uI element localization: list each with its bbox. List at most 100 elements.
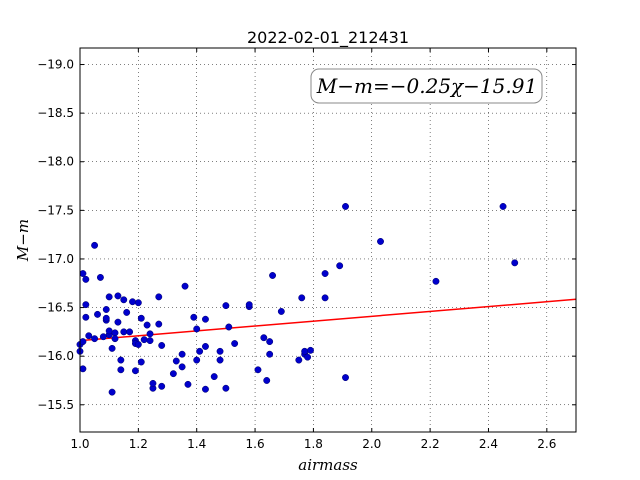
y-tick-label: −17.5 bbox=[37, 203, 74, 217]
data-point bbox=[91, 335, 99, 343]
data-point bbox=[321, 270, 329, 277]
data-point bbox=[102, 314, 110, 322]
y-tick-label: −19.0 bbox=[37, 58, 74, 72]
data-point bbox=[158, 382, 166, 390]
grid bbox=[79, 48, 576, 432]
data-point bbox=[91, 241, 99, 249]
fit-equation: M−m=−0.25χ−15.91 bbox=[316, 74, 537, 98]
x-tick-label: 2.0 bbox=[362, 437, 381, 451]
data-point bbox=[499, 203, 507, 210]
data-point bbox=[260, 334, 268, 342]
fit-line bbox=[79, 298, 577, 342]
data-point bbox=[105, 293, 113, 301]
data-point bbox=[266, 350, 274, 358]
plot-frame bbox=[79, 47, 577, 433]
data-point bbox=[295, 356, 303, 364]
x-axis-label: airmass bbox=[298, 456, 358, 474]
data-point bbox=[137, 314, 145, 322]
data-point bbox=[99, 333, 107, 341]
data-point bbox=[193, 356, 201, 364]
data-point bbox=[231, 340, 239, 347]
data-point bbox=[96, 273, 104, 281]
y-tick-label: −16.5 bbox=[37, 301, 74, 315]
data-point bbox=[254, 366, 262, 374]
y-axis-label: M−m bbox=[14, 219, 32, 262]
data-point bbox=[225, 323, 233, 331]
data-point bbox=[117, 356, 125, 364]
x-tick-label: 1.6 bbox=[246, 437, 265, 451]
x-tick-label: 1.0 bbox=[70, 437, 89, 451]
data-point bbox=[377, 238, 384, 245]
data-point bbox=[146, 330, 154, 338]
data-point bbox=[269, 272, 277, 279]
data-point bbox=[137, 358, 145, 366]
data-point bbox=[298, 294, 306, 302]
data-point bbox=[79, 365, 87, 373]
data-point bbox=[190, 313, 198, 321]
data-point bbox=[120, 328, 128, 336]
data-point bbox=[123, 308, 131, 316]
y-tick-label: −17.0 bbox=[37, 252, 74, 266]
x-tick-label: 2.6 bbox=[537, 437, 556, 451]
data-point bbox=[216, 356, 224, 364]
data-point bbox=[120, 296, 128, 304]
data-point bbox=[126, 328, 134, 336]
y-tick-label: −18.0 bbox=[37, 155, 74, 169]
data-point bbox=[114, 318, 122, 326]
y-tick-label: −18.5 bbox=[37, 106, 74, 120]
y-axis: −15.5 −16.0 −16.5 −17.0 −17.5 −18.0 −18.5 −19.0 bbox=[37, 58, 576, 412]
data-point bbox=[169, 370, 177, 378]
data-point bbox=[321, 294, 329, 302]
data-point bbox=[82, 313, 90, 321]
data-point bbox=[82, 301, 90, 309]
data-point bbox=[131, 367, 139, 375]
data-point bbox=[266, 338, 274, 346]
data-point bbox=[143, 321, 151, 329]
data-point bbox=[158, 342, 166, 349]
data-point bbox=[216, 347, 224, 355]
data-point bbox=[134, 341, 142, 348]
data-point bbox=[245, 301, 253, 309]
data-point bbox=[105, 327, 113, 335]
x-tick-label: 2.2 bbox=[421, 437, 440, 451]
data-point bbox=[149, 379, 157, 387]
data-point bbox=[129, 298, 136, 306]
data-point bbox=[146, 337, 154, 345]
x-tick-label: 1.8 bbox=[304, 437, 323, 451]
x-tick-label: 1.4 bbox=[187, 437, 206, 451]
data-point bbox=[85, 332, 93, 340]
chart-title: 2022-02-01_212431 bbox=[247, 28, 409, 48]
data-point bbox=[94, 310, 101, 318]
data-point bbox=[202, 343, 209, 350]
data-points bbox=[76, 203, 519, 396]
data-point bbox=[336, 262, 344, 270]
y-tick-label: −15.5 bbox=[37, 398, 74, 412]
data-point bbox=[222, 302, 230, 310]
y-tick-label: −16.0 bbox=[37, 349, 74, 363]
data-point bbox=[342, 203, 349, 210]
data-point bbox=[263, 377, 271, 384]
data-point bbox=[111, 329, 119, 337]
data-point bbox=[307, 346, 314, 354]
data-point bbox=[111, 335, 119, 343]
annotation-box bbox=[310, 68, 543, 104]
data-point bbox=[210, 373, 218, 381]
plot-area bbox=[80, 48, 576, 432]
data-point bbox=[82, 275, 90, 283]
data-point bbox=[277, 308, 285, 315]
x-tick-label: 1.2 bbox=[129, 437, 148, 451]
data-point bbox=[108, 344, 116, 352]
data-point bbox=[178, 350, 186, 358]
data-point bbox=[155, 320, 163, 328]
data-point bbox=[202, 385, 209, 393]
data-point bbox=[117, 366, 125, 374]
data-point bbox=[181, 282, 189, 290]
data-point bbox=[79, 338, 87, 346]
data-point bbox=[304, 353, 312, 361]
data-point bbox=[301, 347, 309, 355]
data-point bbox=[196, 347, 204, 355]
data-point bbox=[114, 292, 122, 300]
data-point bbox=[140, 336, 148, 344]
data-point bbox=[102, 306, 110, 313]
